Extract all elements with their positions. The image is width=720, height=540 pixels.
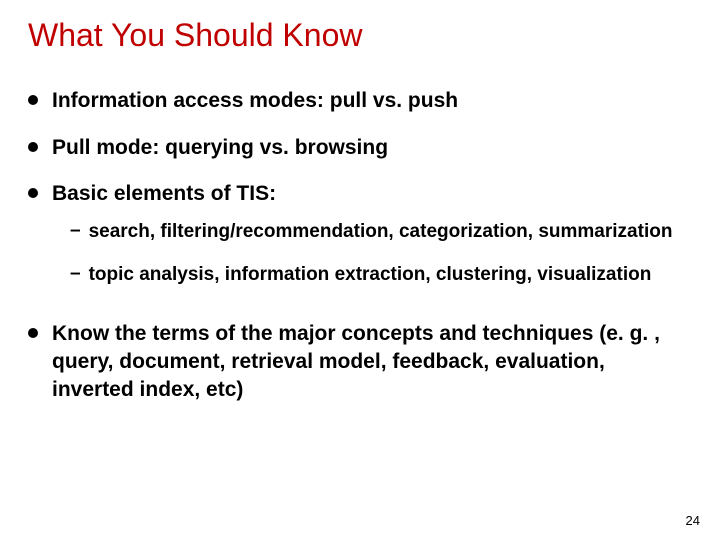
bullet-dot-icon xyxy=(28,142,38,152)
bullet-item: Information access modes: pull vs. push xyxy=(28,81,692,115)
bullet-item: Basic elements of TIS: xyxy=(28,174,692,208)
bullet-dot-icon xyxy=(28,95,38,105)
bullet-dot-icon xyxy=(28,328,38,338)
bullet-text: Basic elements of TIS: xyxy=(52,174,276,208)
page-number: 24 xyxy=(686,513,700,528)
dash-icon: – xyxy=(70,220,81,242)
sub-bullet-item: – topic analysis, information extraction… xyxy=(70,263,692,288)
sub-bullet-text: search, filtering/recommendation, catego… xyxy=(89,220,673,245)
sub-bullet-text: topic analysis, information extraction, … xyxy=(89,263,652,288)
sub-bullet-list: – search, filtering/recommendation, cate… xyxy=(70,220,692,287)
dash-icon: – xyxy=(70,263,81,285)
bullet-dot-icon xyxy=(28,188,38,198)
spacer xyxy=(28,306,692,314)
main-bullet-list: Information access modes: pull vs. push … xyxy=(28,81,692,208)
bullet-item: Pull mode: querying vs. browsing xyxy=(28,128,692,162)
slide-container: What You Should Know Information access … xyxy=(0,0,720,405)
bullet-text: Pull mode: querying vs. browsing xyxy=(52,128,388,162)
bullet-item: Know the terms of the major concepts and… xyxy=(28,314,692,405)
sub-bullet-item: – search, filtering/recommendation, cate… xyxy=(70,220,692,245)
bullet-text: Know the terms of the major concepts and… xyxy=(52,314,692,405)
slide-title: What You Should Know xyxy=(28,18,692,53)
final-bullet-list: Know the terms of the major concepts and… xyxy=(28,314,692,405)
bullet-text: Information access modes: pull vs. push xyxy=(52,81,458,115)
